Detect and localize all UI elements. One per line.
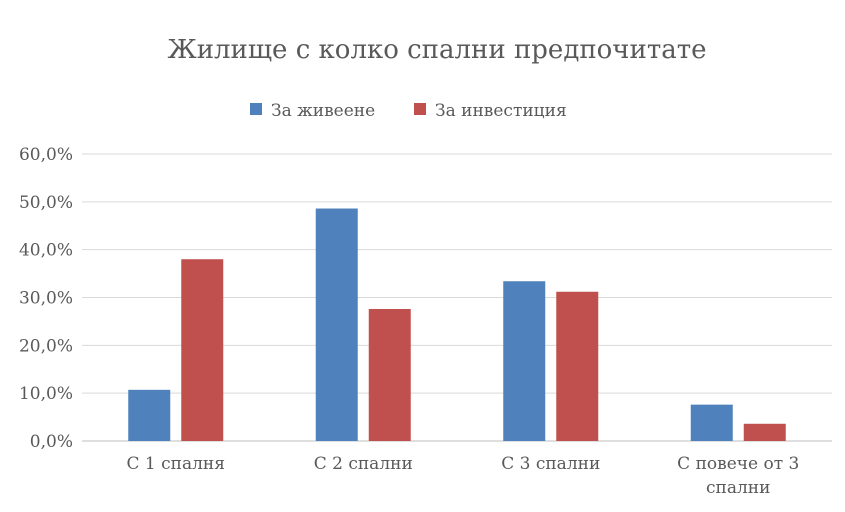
bar-investment: [743, 423, 786, 441]
bar-living: [128, 389, 171, 441]
y-tick-label: 0,0%: [30, 432, 73, 452]
bar-living: [690, 404, 733, 441]
x-tick-label: С повече от 3: [677, 454, 799, 474]
legend-label: За инвестиция: [435, 101, 567, 121]
y-tick-label: 50,0%: [19, 193, 73, 213]
y-tick-label: 40,0%: [19, 241, 73, 261]
legend-swatch: [250, 103, 262, 115]
legend-label: За живеене: [271, 101, 375, 121]
y-tick-label: 20,0%: [19, 336, 73, 356]
bar-investment: [181, 259, 224, 441]
bar-investment: [556, 291, 599, 441]
y-axis: 0,0% 10,0% 20,0% 30,0% 40,0% 50,0% 60,0%: [19, 145, 73, 452]
x-tick-label: спални: [706, 478, 770, 498]
bar-investment: [368, 308, 411, 441]
y-tick-label: 10,0%: [19, 384, 73, 404]
bar-living: [503, 281, 546, 441]
bars: [128, 208, 786, 441]
legend-swatch: [414, 103, 426, 115]
x-tick-label: С 2 спални: [314, 454, 413, 474]
y-tick-label: 30,0%: [19, 289, 73, 309]
chart-title: Жилище с колко спални предпочитате: [168, 35, 707, 65]
x-axis: С 1 спалня С 2 спални С 3 спални С повече о…: [127, 454, 800, 498]
y-tick-label: 60,0%: [19, 145, 73, 165]
x-tick-label: С 1 спалня: [127, 454, 225, 474]
legend: За живеене За инвестиция: [250, 101, 567, 121]
x-tick-label: С 3 спални: [501, 454, 600, 474]
bar-living: [315, 208, 358, 441]
